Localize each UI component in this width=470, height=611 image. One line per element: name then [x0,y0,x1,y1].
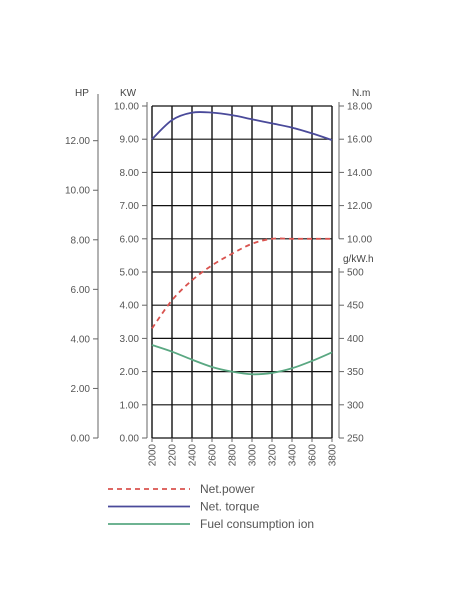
x-tick-label: 2000 [148,444,159,467]
series-lines [151,111,333,376]
fuel-tick-label: 500 [347,268,364,279]
kw-unit-label: KW [120,88,137,99]
fuel-unit-label: g/kW.h [343,254,374,265]
series-line [151,344,333,376]
kw-tick-label: 0.00 [120,434,140,445]
kw-tick-label: 4.00 [120,301,140,312]
torque-tick-label: 12.00 [347,201,372,212]
x-tick-label: 3000 [248,444,259,467]
x-tick-label: 2800 [228,444,239,467]
torque-unit-label: N.m [352,88,370,99]
x-tick-label: 2400 [188,444,199,467]
legend: Net.power Net. torque Fuel consumption ion [108,482,314,531]
series-line [151,111,333,141]
x-tick-label: 3400 [288,444,299,467]
series-line [151,237,332,329]
kw-tick-label: 5.00 [120,268,140,279]
legend-label: Net. torque [200,500,260,514]
x-tick-label: 3800 [328,444,339,467]
torque-tick-label: 18.00 [347,102,372,113]
torque-tick-label: 16.00 [347,135,372,146]
legend-label: Net.power [200,482,255,496]
x-tick-label: 2600 [208,444,219,467]
kw-tick-label: 3.00 [120,334,140,345]
hp-tick-label: 8.00 [71,235,91,246]
hp-tick-label: 10.00 [65,186,90,197]
fuel-tick-label: 400 [347,334,364,345]
kw-tick-label: 6.00 [120,234,140,245]
torque-tick-label: 10.00 [347,234,372,245]
axes: 0.00 2.00 4.00 6.00 8.00 10.00 12.00 HP 0.00 1.00… [65,88,374,466]
grid [151,105,333,439]
kw-tick-label: 9.00 [120,135,140,146]
hp-tick-label: 12.00 [65,136,90,147]
torque-tick-label: 14.00 [347,168,372,179]
x-tick-label: 3200 [268,444,279,467]
hp-tick-label: 2.00 [71,384,91,395]
hp-tick-label: 0.00 [71,434,91,445]
kw-tick-label: 7.00 [120,201,140,212]
hp-unit-label: HP [75,88,89,99]
kw-tick-label: 2.00 [120,367,140,378]
fuel-tick-label: 250 [347,434,364,445]
fuel-tick-label: 300 [347,400,364,411]
fuel-tick-label: 350 [347,367,364,378]
fuel-tick-label: 450 [347,301,364,312]
kw-tick-label: 10.00 [114,102,139,113]
hp-tick-label: 6.00 [71,285,91,296]
legend-label: Fuel consumption ion [200,517,314,531]
x-tick-label: 3600 [308,444,319,467]
kw-tick-label: 8.00 [120,168,140,179]
x-tick-label: 2200 [168,444,179,467]
hp-tick-label: 4.00 [71,334,91,345]
kw-tick-label: 1.00 [120,400,140,411]
